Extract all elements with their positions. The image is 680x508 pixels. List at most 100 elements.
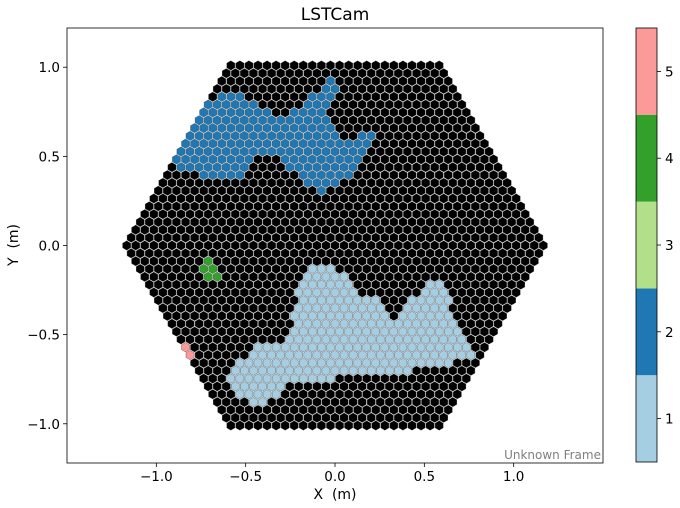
camera-pixel [294, 99, 303, 110]
camera-pixel [308, 295, 317, 306]
camera-pixel [457, 381, 467, 392]
camera-pixel [353, 404, 362, 415]
camera-pixel [385, 99, 394, 110]
camera-pixel [398, 185, 408, 196]
camera-pixel [448, 365, 457, 376]
camera-pixel [231, 193, 240, 204]
camera-pixel [416, 217, 426, 227]
camera-pixel [226, 389, 236, 400]
camera-pixel [185, 350, 195, 361]
camera-pixel [299, 123, 308, 134]
camera-pixel [267, 397, 276, 408]
camera-pixel [403, 365, 412, 376]
camera-pixel [430, 240, 439, 251]
camera-pixel [235, 91, 245, 102]
camera-pixel [430, 224, 439, 235]
camera-pixel [244, 91, 254, 102]
x-tick-label: 0.5 [414, 469, 435, 485]
camera-pixel [471, 248, 480, 259]
camera-pixel [398, 123, 408, 134]
camera-pixel [453, 185, 462, 196]
camera-pixel [344, 123, 353, 134]
camera-pixel [217, 279, 226, 290]
colorbar-tick-label: 5 [665, 64, 674, 80]
camera-pixel [462, 138, 471, 149]
camera-pixel [507, 201, 516, 212]
camera-pixel [172, 185, 181, 196]
camera-pixel [208, 357, 217, 368]
camera-pixel [493, 224, 503, 235]
camera-pixel [131, 240, 140, 251]
camera-pixel [348, 365, 358, 376]
camera-pixel [380, 310, 390, 321]
camera-pixel [181, 170, 190, 181]
camera-pixel [244, 185, 254, 196]
camera-pixel [407, 420, 417, 431]
camera-pixel [403, 397, 412, 408]
camera-pixel [344, 170, 353, 181]
camera-pixel [389, 295, 399, 306]
colorbar-segment [636, 201, 657, 289]
camera-pixel [258, 256, 267, 267]
camera-pixel [299, 138, 308, 149]
camera-pixel [367, 412, 376, 423]
camera-pixel [190, 264, 199, 274]
camera-pixel [231, 350, 240, 361]
camera-pixel [312, 99, 322, 110]
camera-pixel [462, 154, 471, 165]
camera-pixel [303, 177, 313, 188]
camera-pixel [466, 209, 476, 220]
camera-pixel [217, 138, 226, 149]
camera-pixel [176, 224, 186, 235]
camera-pixel [199, 264, 208, 274]
camera-pixel [217, 201, 226, 212]
camera-pixel [194, 303, 204, 314]
camera-pixel [380, 264, 390, 274]
camera-pixel [398, 107, 408, 118]
camera-pixel [285, 130, 294, 141]
camera-pixel [403, 115, 412, 126]
camera-pixel [149, 256, 159, 267]
camera-pixel [430, 397, 439, 408]
camera-pixel [262, 342, 272, 353]
camera-pixel [326, 107, 335, 118]
colorbar-segment [636, 28, 657, 115]
camera-pixel [290, 201, 299, 212]
camera-pixel [208, 185, 217, 196]
camera-pixel [213, 209, 222, 220]
camera-pixel [471, 232, 480, 243]
camera-pixel [276, 412, 285, 423]
camera-pixel [167, 303, 177, 314]
camera-pixel [380, 389, 390, 400]
camera-pixel [280, 264, 290, 274]
camera-pixel [249, 334, 258, 345]
camera-pixel [276, 350, 285, 361]
camera-pixel [484, 177, 494, 188]
camera-pixel [348, 240, 358, 251]
camera-pixel [471, 170, 480, 181]
camera-pixel [498, 310, 507, 321]
camera-pixel [285, 115, 294, 126]
camera-pixel [299, 248, 308, 259]
camera-pixel [380, 123, 390, 134]
camera-pixel [448, 209, 457, 220]
camera-pixel [412, 381, 421, 392]
camera-pixel [176, 334, 186, 345]
camera-pixel [253, 420, 263, 431]
camera-pixel [312, 177, 322, 188]
camera-pixel [489, 326, 498, 337]
camera-pixel [199, 310, 208, 321]
camera-pixel [226, 107, 236, 118]
camera-pixel [348, 162, 358, 173]
camera-pixel [398, 138, 408, 149]
camera-pixel [294, 318, 303, 329]
camera-pixel [412, 350, 421, 361]
camera-pixel [480, 201, 489, 212]
camera-pixel [398, 420, 408, 431]
camera-pixel [371, 154, 380, 165]
camera-pixel [276, 68, 285, 79]
camera-pixel [430, 209, 439, 220]
camera-pixel [244, 248, 254, 259]
camera-pixel [416, 91, 426, 102]
